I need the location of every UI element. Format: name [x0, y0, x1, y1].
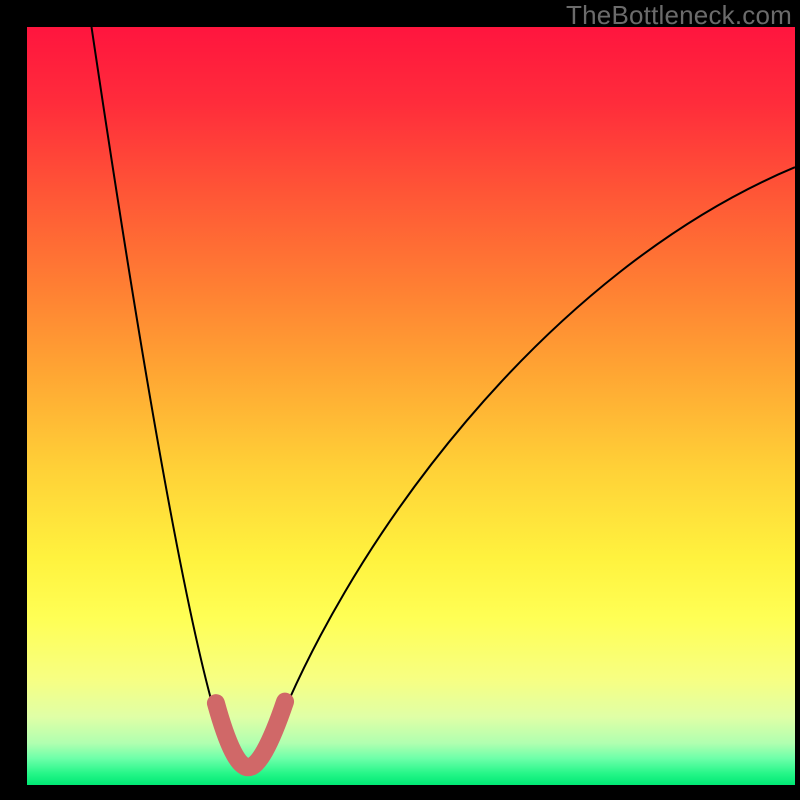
- frame-right: [795, 0, 800, 800]
- frame-left: [0, 0, 27, 800]
- plot-background: [27, 27, 795, 785]
- frame-bottom: [0, 785, 800, 800]
- watermark-text: TheBottleneck.com: [566, 0, 792, 31]
- bottleneck-chart: [0, 0, 800, 800]
